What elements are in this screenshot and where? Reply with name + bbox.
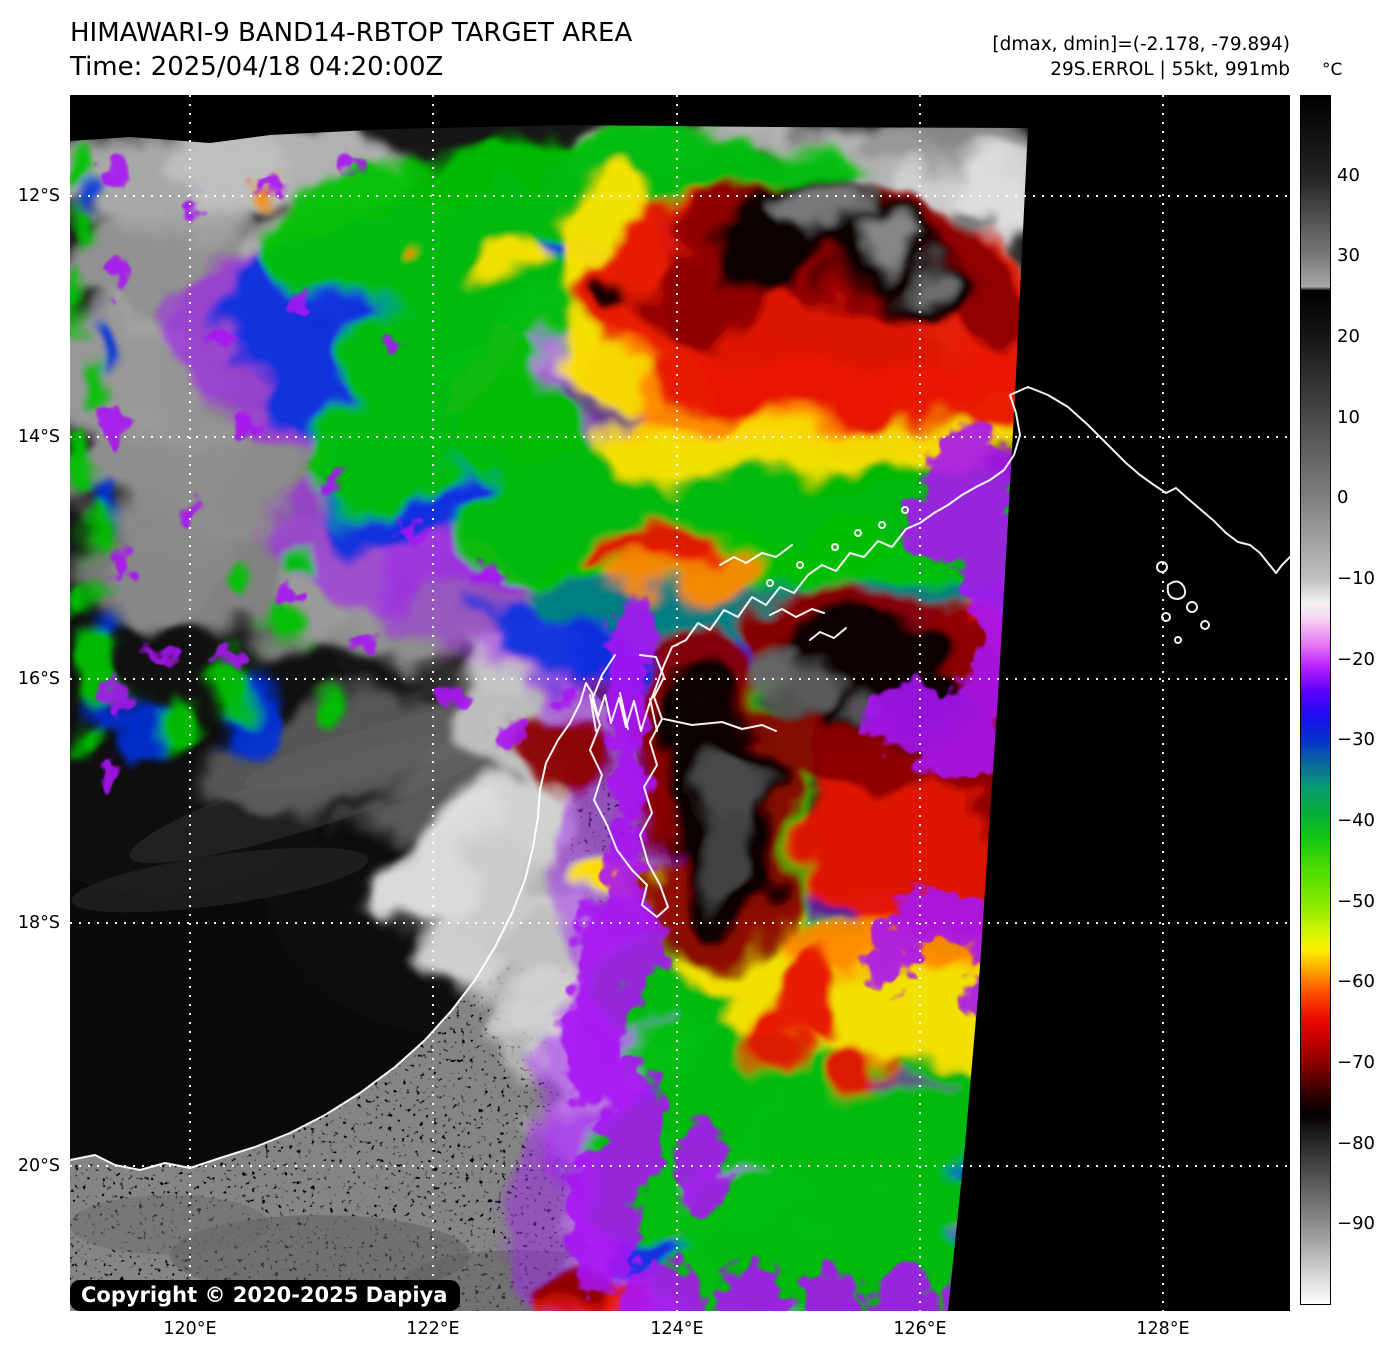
header-right: [dmax, dmin]=(-2.178, -79.894) 29S.ERROL… [992, 33, 1290, 82]
lon-tick-label: 120°E [163, 1319, 217, 1339]
colorbar-tick-label: −50 [1337, 890, 1375, 912]
lat-tick-label: 14°S [17, 427, 60, 447]
colorbar-tick-label: −70 [1337, 1052, 1375, 1074]
colorbar-unit-label: °C [1322, 60, 1343, 80]
colorbar-tick-label: −30 [1337, 729, 1375, 751]
lat-tick-label: 18°S [17, 913, 60, 933]
lon-tick-label: 122°E [406, 1319, 460, 1339]
header-left: HIMAWARI-9 BAND14-RBTOP TARGET AREA Time… [70, 16, 632, 84]
colorbar-tick-label: −20 [1337, 648, 1375, 670]
overshoot-gray-spots [692, 192, 990, 895]
island-outlines [766, 506, 1210, 644]
colorbar-tick-label: −90 [1337, 1213, 1375, 1235]
storm-info: 29S.ERROL | 55kt, 991mb [1050, 58, 1290, 80]
lon-tick-label: 128°E [1136, 1319, 1190, 1339]
latitude-axis: 12°S 14°S 16°S 18°S 20°S [0, 0, 64, 1359]
colorbar-tick-label: 20 [1337, 326, 1360, 348]
colorbar-tick-label: 0 [1337, 487, 1349, 509]
colorbar-tick-label: −40 [1337, 810, 1375, 832]
colorbar-tick-label: −80 [1337, 1132, 1375, 1154]
timestamp: Time: 2025/04/18 04:20:00Z [70, 52, 444, 82]
colorbar-tick-label: −60 [1337, 971, 1375, 993]
colorbar-tick-label: 10 [1337, 406, 1360, 428]
satellite-map [70, 95, 1290, 1311]
satellite-map-canvas [70, 95, 1290, 1311]
colorbar-tick-label: −10 [1337, 568, 1375, 590]
colorbar-tick-label: 30 [1337, 245, 1360, 267]
lat-tick-label: 12°S [17, 186, 60, 206]
coastline [70, 386, 1290, 1171]
lon-tick-label: 126°E [893, 1319, 947, 1339]
dmax-dmin-readout: [dmax, dmin]=(-2.178, -79.894) [992, 34, 1290, 55]
purple-speckle-layer [100, 156, 1028, 1311]
page-title: HIMAWARI-9 BAND14-RBTOP TARGET AREA [70, 18, 633, 48]
copyright-badge: Copyright © 2020-2025 Dapiya [70, 1280, 461, 1311]
colorbar-tick-label: 40 [1337, 164, 1360, 186]
lat-tick-label: 20°S [17, 1156, 60, 1176]
temperature-colorbar [1300, 95, 1331, 1305]
lon-tick-label: 124°E [650, 1319, 704, 1339]
lat-tick-label: 16°S [17, 669, 60, 689]
